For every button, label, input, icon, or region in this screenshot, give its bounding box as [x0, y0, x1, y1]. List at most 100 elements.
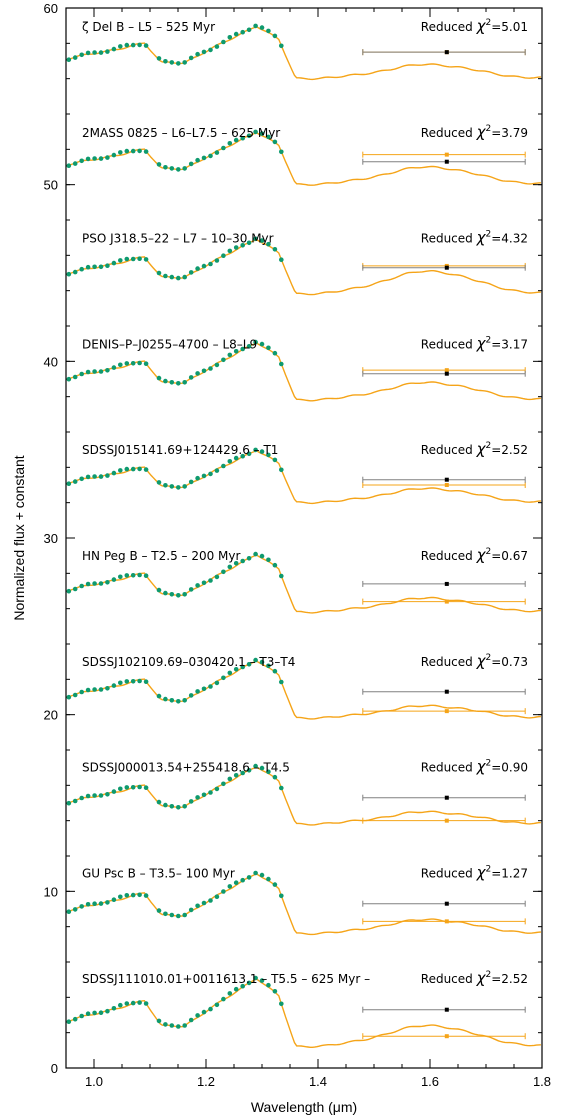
data-point — [118, 362, 123, 368]
data-point — [279, 893, 284, 899]
data-point — [266, 663, 271, 669]
data-point — [143, 43, 149, 48]
chi-prefix: Reduced — [421, 655, 477, 669]
data-point — [182, 380, 187, 385]
data-point — [72, 692, 78, 698]
y-tick-label: 10 — [44, 884, 58, 899]
data-point — [253, 975, 258, 981]
reduced-chi-square-label: Reduced χ2=0.73 — [421, 652, 528, 670]
data-point — [92, 50, 97, 55]
data-point — [66, 271, 72, 277]
data-point — [137, 678, 142, 684]
chi-symbol: χ — [476, 652, 487, 670]
y-tick-label: 30 — [44, 531, 58, 546]
chi-prefix: Reduced — [421, 866, 477, 880]
data-point — [208, 1006, 213, 1012]
data-point — [79, 476, 84, 482]
data-point — [176, 381, 181, 386]
data-point — [214, 680, 220, 686]
chi-symbol: χ — [476, 863, 487, 881]
data-point — [253, 339, 258, 345]
data-point — [72, 798, 78, 804]
data-point — [143, 361, 149, 367]
data-point — [272, 33, 278, 39]
data-point — [92, 793, 97, 798]
data-point — [266, 241, 271, 247]
data-point — [253, 236, 258, 242]
data-point — [163, 696, 168, 702]
data-point — [143, 893, 149, 898]
data-point — [253, 23, 258, 29]
data-point — [188, 161, 194, 167]
data-point — [279, 467, 284, 473]
data-point — [182, 484, 187, 489]
data-point — [221, 569, 226, 575]
data-point — [105, 792, 110, 797]
data-point — [163, 911, 168, 917]
chi-symbol: χ — [476, 229, 487, 247]
data-point — [246, 768, 252, 773]
data-point — [195, 475, 200, 481]
data-point — [182, 804, 187, 809]
data-point — [259, 449, 265, 454]
plot-frame — [65, 7, 543, 1069]
data-point — [137, 572, 142, 578]
data-point — [79, 371, 84, 377]
chi-value: =2.52 — [491, 443, 528, 457]
data-point — [156, 799, 162, 805]
data-point — [156, 693, 162, 699]
data-point — [118, 468, 123, 473]
data-point — [201, 686, 207, 692]
data-point — [163, 483, 168, 488]
model-curve — [66, 25, 541, 81]
data-point — [279, 679, 284, 685]
data-point — [201, 368, 207, 374]
data-point — [214, 1002, 220, 1008]
data-point — [221, 145, 226, 151]
data-point — [208, 898, 213, 903]
data-point — [253, 551, 258, 557]
data-point — [66, 588, 72, 594]
chi-symbol: χ — [476, 17, 487, 35]
reduced-chi-square-label: Reduced χ2=4.32 — [421, 229, 528, 247]
data-point — [208, 790, 213, 795]
error-bars — [362, 49, 526, 1040]
data-point — [143, 467, 149, 472]
data-point — [130, 573, 136, 578]
data-point — [79, 158, 84, 164]
data-point — [266, 557, 271, 563]
data-point — [227, 141, 233, 146]
reduced-chi-square-label: Reduced χ2=0.90 — [421, 758, 528, 776]
data-point — [105, 155, 110, 160]
data-point — [143, 573, 149, 578]
data-point — [72, 374, 78, 380]
chi-prefix: Reduced — [421, 126, 477, 140]
data-point — [130, 42, 136, 48]
data-point — [182, 166, 187, 171]
model-photometry-point — [444, 599, 449, 604]
data-point — [253, 129, 258, 135]
data-point — [259, 553, 265, 559]
data-point — [66, 376, 72, 382]
data-point — [201, 792, 207, 798]
observed-photometry-point — [444, 50, 449, 55]
observed-photometry-point — [444, 477, 449, 482]
data-point — [188, 1017, 194, 1023]
data-point — [195, 157, 200, 163]
data-point — [124, 256, 130, 262]
data-point — [195, 1013, 200, 1018]
data-point — [233, 349, 239, 354]
data-point — [124, 148, 130, 154]
data-point — [156, 375, 162, 381]
data-point — [130, 148, 136, 154]
data-point — [188, 587, 194, 592]
data-point — [214, 468, 220, 473]
panel-object-label: GU Psc B – T3.5– 100 Myr — [82, 866, 235, 880]
data-point — [272, 247, 278, 252]
chi-value: =1.27 — [491, 866, 528, 880]
data-point — [259, 872, 265, 878]
data-point — [66, 1019, 72, 1024]
reduced-chi-square-label: Reduced χ2=2.52 — [421, 969, 528, 987]
data-point — [272, 457, 278, 463]
data-point — [279, 573, 284, 579]
